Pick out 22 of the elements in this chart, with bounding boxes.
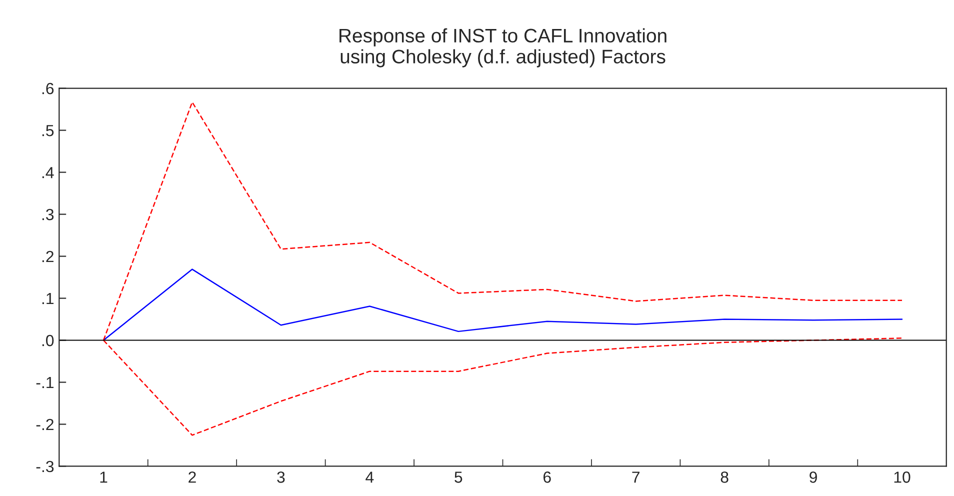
- x-tick-label: 10: [894, 472, 910, 483]
- y-tick-label: .2: [42, 250, 54, 262]
- y-tick-label: -.3: [36, 460, 54, 472]
- y-tick-label: -.2: [36, 418, 54, 430]
- y-tick-label: .1: [42, 293, 54, 304]
- x-tick-label: 2: [188, 472, 196, 483]
- y-tick-label: .5: [42, 125, 54, 136]
- x-tick-label: 9: [810, 472, 817, 483]
- x-tick-label: 3: [277, 472, 285, 483]
- chart-title: Response of INST to CAFL Innovation using Cholesky (d.f. adjusted) Factors: [340, 28, 666, 68]
- x-tick-label: 5: [454, 472, 462, 483]
- line-series: [102, 268, 903, 341]
- x-tick-label: 7: [632, 472, 640, 483]
- x-tick-label: 6: [543, 472, 551, 483]
- x-tick-label: 8: [720, 472, 728, 483]
- y-tick-label: .4: [42, 167, 54, 178]
- y-tick-label: .6: [42, 82, 54, 94]
- y-tick-label: .0: [42, 334, 54, 346]
- x-tick-label: 1: [100, 472, 108, 483]
- y-tick-label: .3: [42, 208, 54, 220]
- y-tick-label: -.1: [36, 377, 54, 388]
- x-tick-label: 4: [366, 472, 374, 483]
